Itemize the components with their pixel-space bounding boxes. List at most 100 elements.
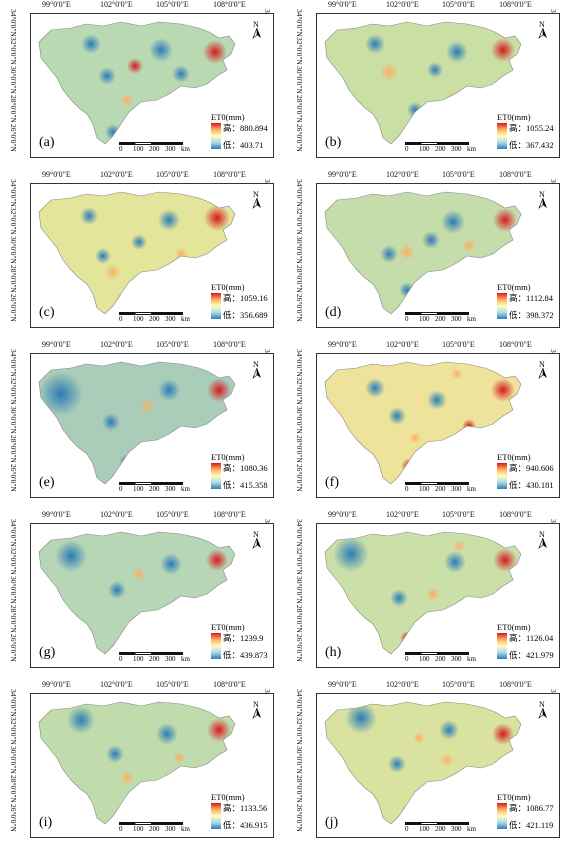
panel-label: (d) — [325, 305, 342, 320]
province-outline — [324, 701, 522, 825]
svg-text:N: N — [253, 360, 259, 369]
legend-color-ramp — [211, 633, 221, 659]
map-panel: 99°0'0"E 102°0'0"E 105°0'0"E 108°0'0"E 34°0'… — [4, 510, 274, 672]
province-outline — [324, 21, 522, 145]
latitude-tick-label: 28°0'0"N — [295, 775, 304, 803]
low-et0-spot — [172, 65, 190, 83]
panel-label: (b) — [325, 135, 342, 150]
province-outline — [324, 191, 522, 315]
mid-et0-spot — [380, 63, 398, 81]
legend-title: ET0(mm) — [211, 792, 245, 802]
legend-title: ET0(mm) — [497, 282, 531, 292]
latitude-tick-label: 28°0'0"N — [9, 435, 18, 463]
legend: ET0(mm) 高：1055.24 低：367.432 — [497, 112, 555, 157]
scale-bar-graphic — [119, 482, 183, 485]
latitude-tick-label: 32°0'0"N — [295, 207, 304, 235]
legend: ET0(mm) 高：1239.9 低：439.873 — [211, 622, 269, 667]
legend-high-value: 高：880.894 — [223, 123, 268, 133]
map-panel: 99°0'0"E 102°0'0"E 105°0'0"E 108°0'0"E 34°0'… — [4, 0, 274, 162]
mid-et0-spot — [440, 753, 454, 767]
scale-label: 0 — [405, 825, 409, 833]
latitude-tick-label: 34°0'0"N — [295, 9, 304, 37]
panel-label: (i) — [39, 815, 53, 830]
low-et0-spot — [119, 454, 135, 470]
legend-high-value: 高：1080.36 — [223, 463, 268, 473]
scale-bar-graphic — [405, 312, 469, 315]
latitude-tick-label: 28°0'0"N — [295, 435, 304, 463]
high-et0-spot — [206, 549, 228, 571]
low-et0-spot — [441, 210, 465, 234]
svg-text:N: N — [253, 20, 259, 29]
north-arrow-icon: N — [250, 19, 264, 39]
scale-label: 100 — [419, 485, 430, 493]
longitude-tick-label: 105°0'0"E — [156, 510, 189, 519]
legend-title: ET0(mm) — [497, 452, 531, 462]
longitude-tick-label: 102°0'0"E — [386, 510, 419, 519]
longitude-tick-label: 105°0'0"E — [156, 0, 189, 9]
map-frame: N (i) ET0(mm) 高：1133.56 低：436.915 0 100 200 300 k… — [30, 693, 274, 838]
legend-low-value: 低：398.372 — [509, 310, 554, 320]
scale-label: 200 — [435, 825, 446, 833]
low-et0-spot — [108, 581, 126, 599]
longitude-tick-label: 99°0'0"E — [328, 680, 357, 689]
low-et0-spot — [380, 245, 398, 263]
legend-high-value: 高：1239.9 — [223, 633, 264, 643]
low-et0-spot — [345, 702, 377, 734]
low-et0-spot — [407, 102, 423, 118]
high-et0-spot — [204, 205, 230, 231]
low-et0-spot — [427, 62, 443, 78]
longitude-tick-label: 108°0'0"E — [213, 340, 246, 349]
low-et0-spot — [444, 551, 466, 573]
latitude-tick-label: 26°0'0"N — [295, 804, 304, 832]
legend-high-value: 高：1112.84 — [509, 293, 553, 303]
scale-unit: km — [181, 485, 190, 493]
low-et0-spot — [160, 553, 182, 575]
scale-bar: 0 100 200 300 km — [405, 482, 485, 496]
province-outline — [38, 361, 236, 485]
legend-title: ET0(mm) — [497, 622, 531, 632]
low-et0-spot — [333, 536, 369, 572]
latitude-tick-label: 30°0'0"N — [295, 66, 304, 94]
panel-label: (c) — [39, 305, 55, 320]
latitude-tick-label: 30°0'0"N — [9, 66, 18, 94]
longitude-tick-label: 102°0'0"E — [100, 340, 133, 349]
scale-bar-graphic — [119, 312, 183, 315]
legend-high-value: 高：1133.56 — [223, 803, 268, 813]
mid-et0-spot — [451, 368, 463, 380]
mid-et0-spot — [175, 598, 187, 610]
low-et0-spot — [158, 379, 180, 401]
map-panel: 99°0'0"E 102°0'0"E 105°0'0"E 108°0'0"E 34°0'… — [290, 680, 560, 842]
low-et0-spot — [439, 720, 459, 740]
longitude-tick-label: 102°0'0"E — [386, 680, 419, 689]
map-frame: N (d) ET0(mm) 高：1112.84 低：398.372 0 100 200 300 k… — [316, 183, 560, 328]
low-et0-spot — [156, 723, 178, 745]
scale-label: 200 — [149, 655, 160, 663]
longitude-tick-label: 99°0'0"E — [328, 0, 357, 9]
mid-et0-spot — [446, 91, 460, 105]
low-et0-spot — [102, 413, 120, 431]
et0-map — [38, 21, 236, 145]
scale-label: 300 — [165, 825, 176, 833]
high-et0-spot — [493, 548, 517, 572]
province-outline — [324, 531, 522, 655]
map-frame: N (e) ET0(mm) 高：1080.36 低：415.358 0 100 200 300 k… — [30, 353, 274, 498]
mid-et0-spot — [413, 732, 425, 744]
low-et0-spot — [98, 67, 116, 85]
latitude-tick-label: 26°0'0"N — [9, 634, 18, 662]
et0-map — [324, 361, 522, 485]
mid-et0-spot — [165, 90, 177, 102]
et0-map — [324, 701, 522, 825]
scale-label: 0 — [119, 145, 123, 153]
latitude-tick-label: 26°0'0"N — [295, 464, 304, 492]
scale-bar: 0 100 200 300 km — [119, 312, 199, 326]
high-et0-spot — [116, 293, 130, 307]
low-et0-spot — [67, 706, 95, 734]
legend-low-value: 低：436.915 — [223, 820, 268, 830]
province-outline — [324, 361, 522, 485]
map-panel: 99°0'0"E 102°0'0"E 105°0'0"E 108°0'0"E 34°0'… — [4, 170, 274, 332]
longitude-tick-label: 105°0'0"E — [442, 340, 475, 349]
scale-unit: km — [181, 315, 190, 323]
legend-color-ramp — [497, 123, 507, 149]
map-frame: N (f) ET0(mm) 高：940.606 低：430.181 0 100 200 300 k… — [316, 353, 560, 498]
province-outline — [38, 191, 236, 315]
